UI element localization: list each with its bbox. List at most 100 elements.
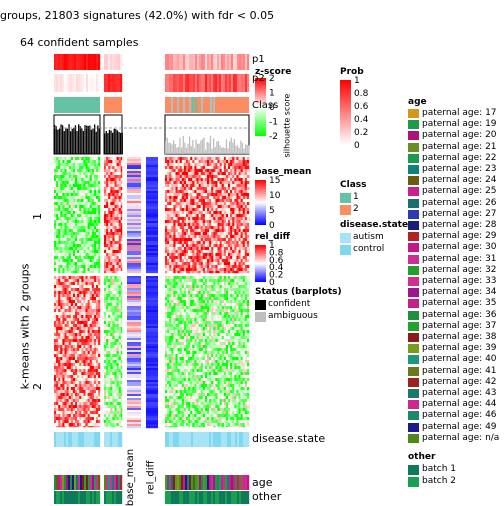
heatmap-cell bbox=[60, 306, 62, 309]
heatmap-cell bbox=[62, 399, 64, 402]
heatmap-cell bbox=[94, 282, 96, 285]
heatmap-cell bbox=[83, 306, 85, 309]
heatmap-cell bbox=[60, 378, 62, 381]
heatmap-cell bbox=[65, 420, 67, 423]
heatmap-cell bbox=[86, 330, 88, 333]
heatmap-cell bbox=[90, 169, 92, 172]
heatmap-cell bbox=[188, 312, 190, 315]
heatmap-cell bbox=[239, 238, 241, 241]
heatmap-cell bbox=[110, 262, 112, 265]
heatmap-cell bbox=[75, 184, 77, 187]
heatmap-cell bbox=[86, 184, 88, 187]
heatmap-cell bbox=[199, 235, 201, 238]
heatmap-cell bbox=[106, 303, 108, 306]
heatmap-cell bbox=[184, 226, 186, 229]
heatmap-cell bbox=[184, 196, 186, 199]
heatmap-cell bbox=[54, 226, 56, 229]
heatmap-cell bbox=[81, 393, 83, 396]
heatmap-cell bbox=[220, 223, 222, 226]
heatmap-cell bbox=[247, 256, 249, 259]
heatmap-cell bbox=[86, 300, 88, 303]
heatmap-cell bbox=[67, 318, 69, 321]
heatmap-cell bbox=[94, 297, 96, 300]
heatmap-cell bbox=[173, 175, 175, 178]
heatmap-cell bbox=[90, 259, 92, 262]
heatmap-cell bbox=[215, 318, 217, 321]
heatmap-cell bbox=[226, 169, 228, 172]
heatmap-cell bbox=[190, 157, 192, 160]
heatmap-cell bbox=[243, 220, 245, 223]
heatmap-cell bbox=[54, 181, 56, 184]
heatmap-cell bbox=[110, 205, 112, 208]
heatmap-cell bbox=[121, 309, 122, 312]
heatmap-cell bbox=[180, 181, 182, 184]
heatmap-cell bbox=[110, 166, 112, 169]
heatmap-cell bbox=[213, 300, 215, 303]
heatmap-cell bbox=[110, 235, 112, 238]
heatmap-cell bbox=[245, 282, 247, 285]
heatmap-cell bbox=[213, 241, 215, 244]
heatmap-cell bbox=[222, 181, 224, 184]
heatmap-cell bbox=[115, 172, 117, 175]
heatmap-cell bbox=[234, 184, 236, 187]
heatmap-cell bbox=[167, 241, 169, 244]
heatmap-cell bbox=[73, 211, 75, 214]
heatmap-cell bbox=[188, 184, 190, 187]
heatmap-cell bbox=[220, 199, 222, 202]
heatmap-cell bbox=[188, 217, 190, 220]
heatmap-cell bbox=[228, 297, 230, 300]
heatmap-cell bbox=[176, 226, 178, 229]
heatmap-cell bbox=[71, 265, 73, 268]
heatmap-cell bbox=[182, 268, 184, 271]
heatmap-cell bbox=[65, 271, 67, 273]
heatmap-cell bbox=[75, 321, 77, 324]
heatmap-cell bbox=[90, 375, 92, 378]
heatmap-cell bbox=[98, 223, 100, 226]
heatmap-cell bbox=[239, 214, 241, 217]
heatmap-cell bbox=[83, 285, 85, 288]
heatmap-cell bbox=[115, 384, 117, 387]
heatmap-cell bbox=[169, 196, 171, 199]
heatmap-cell bbox=[211, 253, 213, 256]
heatmap-cell bbox=[190, 315, 192, 318]
heatmap-cell bbox=[207, 229, 209, 232]
heatmap-cell bbox=[65, 381, 67, 384]
heatmap-cell bbox=[180, 288, 182, 291]
heatmap-cell bbox=[54, 205, 56, 208]
heatmap-cell bbox=[218, 172, 220, 175]
heatmap-cell bbox=[184, 256, 186, 259]
heatmap-cell bbox=[194, 250, 196, 253]
heatmap-cell bbox=[71, 330, 73, 333]
heatmap-cell bbox=[110, 175, 112, 178]
heatmap-cell bbox=[88, 181, 90, 184]
heatmap-cell bbox=[94, 339, 96, 342]
heatmap-cell bbox=[69, 324, 71, 327]
heatmap-cell bbox=[247, 232, 249, 235]
heatmap-cell bbox=[88, 342, 90, 345]
heatmap-cell bbox=[54, 244, 56, 247]
heatmap-cell bbox=[58, 166, 60, 169]
heatmap-cell bbox=[83, 172, 85, 175]
heatmap-cell bbox=[67, 339, 69, 342]
heatmap-cell bbox=[199, 157, 201, 160]
heatmap-cell bbox=[96, 369, 98, 372]
heatmap-cell bbox=[169, 232, 171, 235]
heatmap-cell bbox=[228, 193, 230, 196]
heatmap-cell bbox=[215, 291, 217, 294]
heatmap-cell bbox=[115, 220, 117, 223]
heatmap-cell bbox=[58, 160, 60, 163]
heatmap-cell bbox=[62, 190, 64, 193]
heatmap-cell bbox=[226, 211, 228, 214]
heatmap-cell bbox=[54, 384, 56, 387]
heatmap-cell bbox=[169, 279, 171, 282]
heatmap-cell bbox=[71, 291, 73, 294]
heatmap-cell bbox=[106, 276, 108, 279]
heatmap-cell bbox=[119, 178, 121, 181]
heatmap-cell bbox=[77, 160, 79, 163]
heatmap-cell bbox=[110, 202, 112, 205]
heatmap-cell bbox=[203, 262, 205, 265]
heatmap-cell bbox=[75, 163, 77, 166]
heatmap-cell bbox=[186, 214, 188, 217]
heatmap-cell bbox=[108, 235, 110, 238]
heatmap-cell bbox=[71, 157, 73, 160]
